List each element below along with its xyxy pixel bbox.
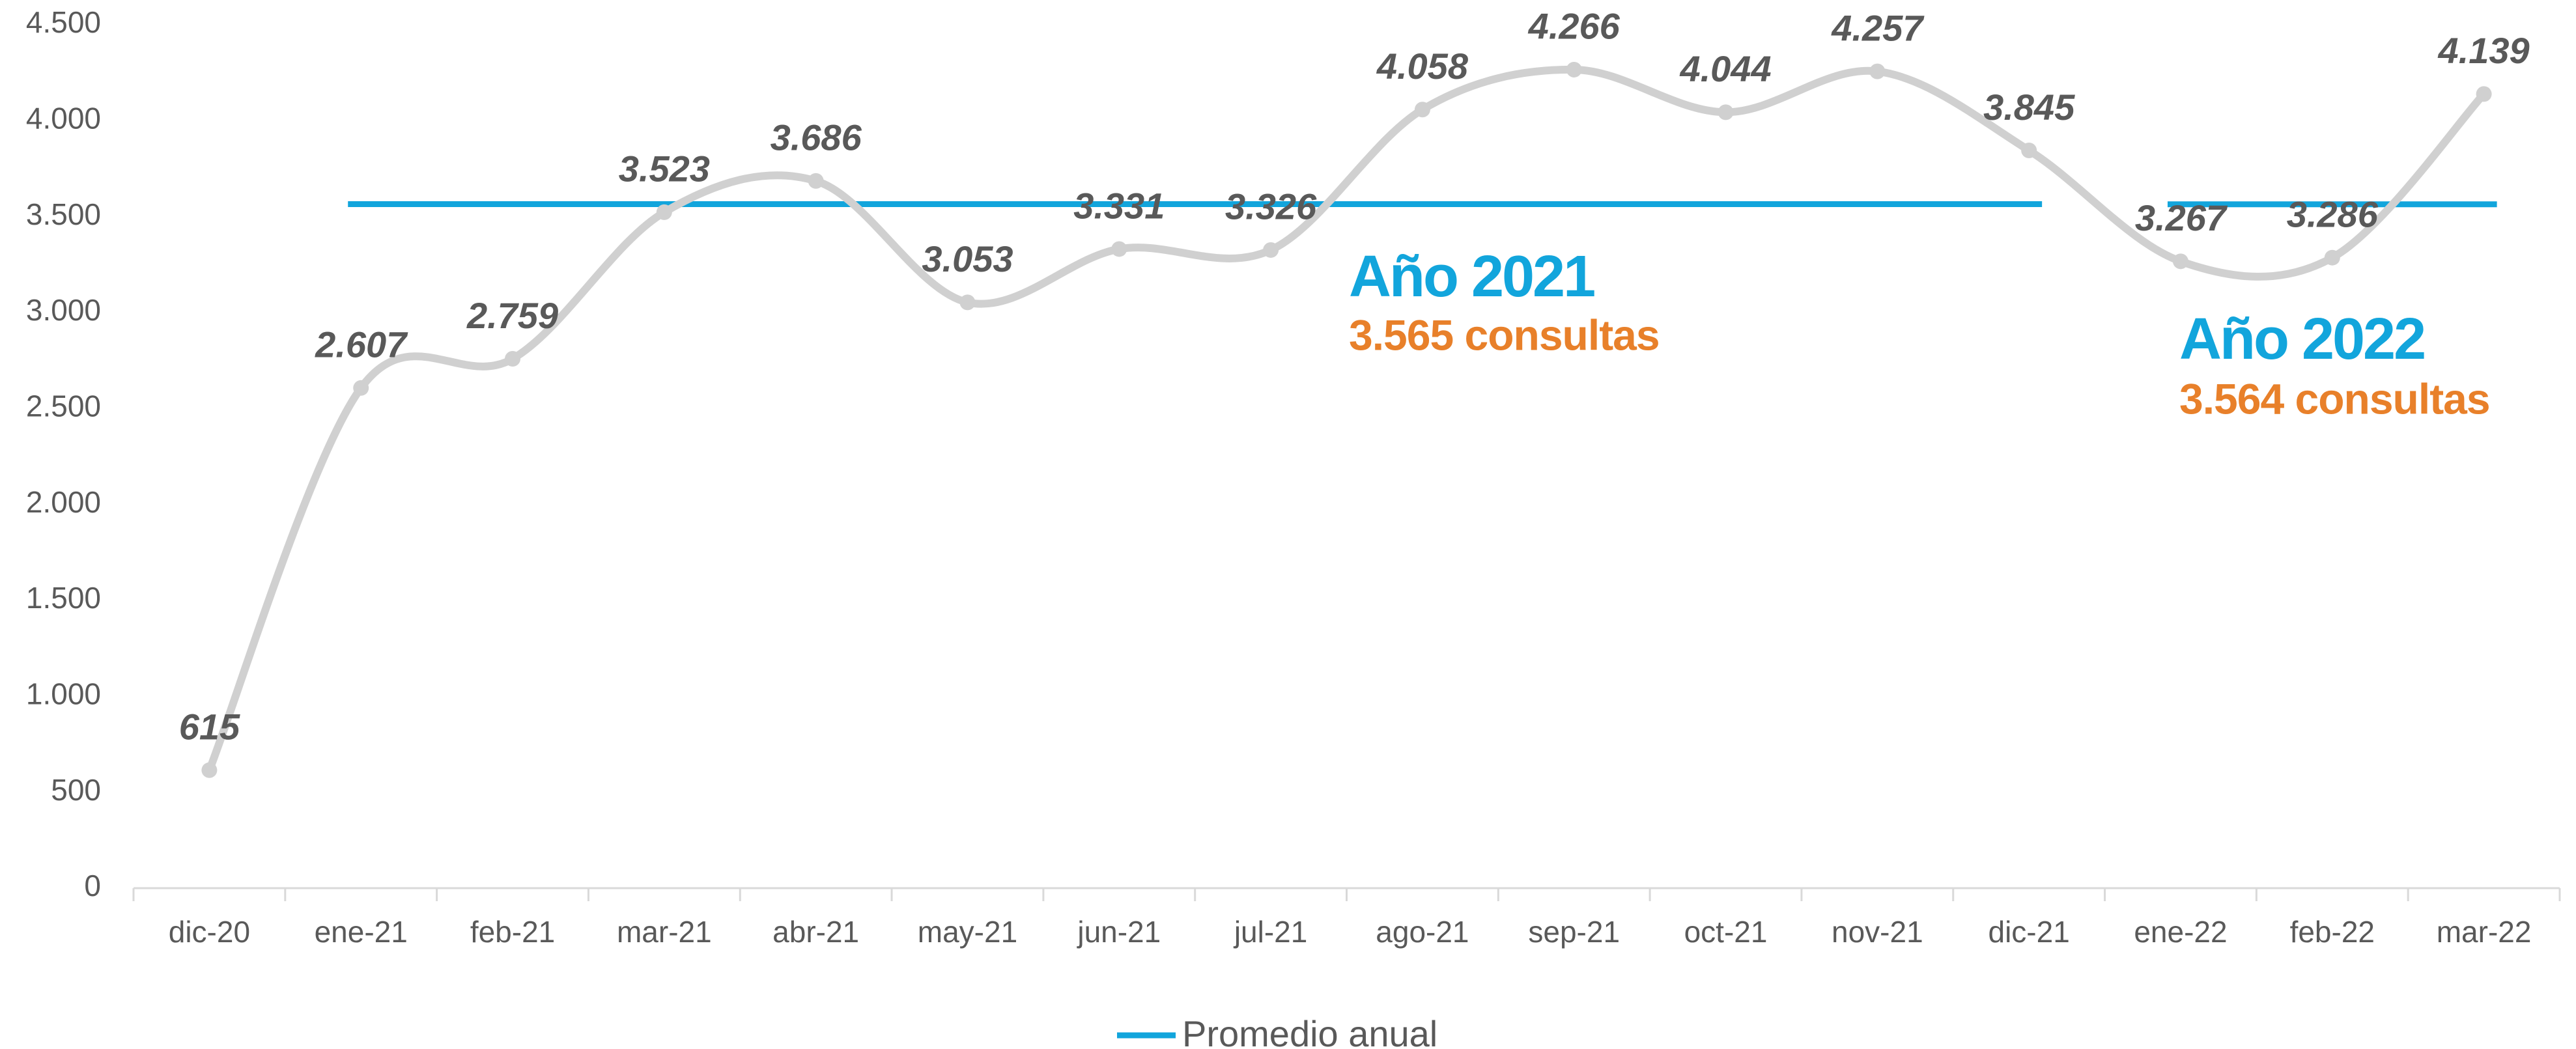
x-tick-label: ene-21 [315,915,408,949]
x-tick-label: nov-21 [1832,915,1923,949]
data-point [1566,61,1582,77]
data-label: 4.257 [1831,7,1925,48]
data-label: 2.607 [315,324,408,365]
y-tick-label: 0 [84,869,101,902]
data-point [1263,242,1279,258]
y-tick-label: 1.500 [26,581,101,615]
x-tick-label: jun-21 [1076,915,1161,949]
data-label: 3.845 [1983,87,2075,128]
x-tick-label: jul-21 [1233,915,1308,949]
data-point [2476,86,2492,102]
x-tick-label: may-21 [918,915,1017,949]
y-tick-label: 2.000 [26,485,101,519]
y-tick-label: 4.500 [26,5,101,39]
data-label: 4.266 [1528,6,1621,47]
data-point [808,173,824,189]
data-label: 4.139 [2438,30,2530,71]
x-tick-label: dic-20 [169,915,250,949]
x-tick-label: mar-21 [617,915,712,949]
data-point [2324,249,2340,266]
x-tick-label: dic-21 [1989,915,2070,949]
y-tick-label: 4.000 [26,101,101,135]
data-point [656,204,672,220]
data-label: 615 [179,706,240,748]
x-tick-label: sep-21 [1528,915,1620,949]
data-label: 3.331 [1073,185,1165,226]
legend-label: Promedio anual [1182,1013,1437,1049]
data-label: 3.686 [771,117,862,158]
data-point [2172,253,2188,270]
data-label: 3.523 [619,148,710,189]
annotation-title: Año 2022 [2179,307,2424,372]
annotation-value: 3.564 consultas [2179,374,2490,423]
data-point [959,294,976,311]
data-label: 3.286 [2287,194,2379,235]
data-label: 3.053 [922,238,1013,279]
y-tick-label: 2.500 [26,389,101,423]
data-point [2021,143,2037,159]
annotation-value: 3.565 consultas [1349,311,1660,359]
x-tick-label: oct-21 [1684,915,1768,949]
y-tick-label: 1.000 [26,677,101,710]
data-point [1869,63,1886,79]
x-tick-label: abr-21 [772,915,859,949]
y-tick-label: 500 [51,773,101,807]
data-label: 2.759 [466,295,558,336]
y-tick-label: 3.500 [26,197,101,231]
data-point [505,351,521,367]
x-tick-label: feb-21 [470,915,555,949]
data-label: 4.044 [1679,48,1771,89]
x-tick-label: mar-22 [2437,915,2532,949]
data-point [201,762,218,778]
data-label: 3.267 [2135,197,2228,238]
data-line [205,65,2487,772]
annotation-title: Año 2021 [1349,244,1594,309]
x-tick-label: feb-22 [2290,915,2375,949]
data-point [353,380,369,396]
data-point [1111,241,1127,257]
data-point [1718,104,1734,120]
x-tick-label: ago-21 [1376,915,1469,949]
data-point [1414,102,1430,118]
data-label: 3.326 [1225,186,1317,227]
data-label: 4.058 [1376,46,1469,87]
y-tick-label: 3.000 [26,293,101,327]
x-tick-label: ene-22 [2134,915,2227,949]
